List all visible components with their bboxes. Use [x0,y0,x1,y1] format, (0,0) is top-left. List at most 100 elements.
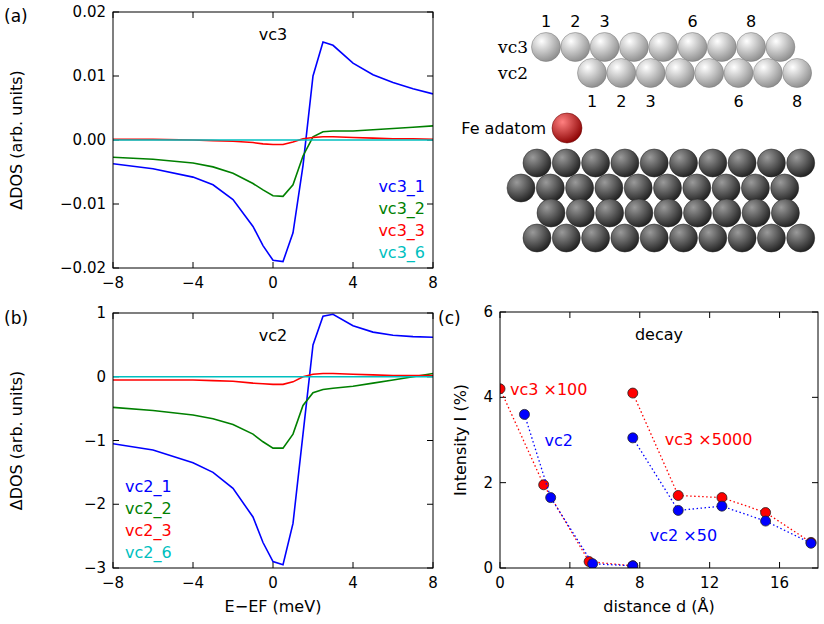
legend-entry: vc3_1 [378,177,425,197]
x-tick-label: −4 [182,274,204,292]
y-axis-title: Intensity I (%) [451,384,470,496]
panel-letter: (b) [4,308,28,328]
site-number: 3 [646,92,656,111]
y-tick [500,397,506,398]
substrate-atom [728,224,756,252]
row-label: vc2 [497,63,528,83]
site-number: 6 [733,92,743,111]
panel-title: decay [635,325,683,344]
vacuum-sphere [561,33,590,62]
x-tick [273,262,274,268]
x-tick [779,312,780,318]
plot-area [113,42,433,262]
point [673,505,683,515]
fe-adatom [552,113,582,143]
series-line [524,414,632,565]
y-tick-label: −2 [84,495,106,513]
legend-entry: vc3_6 [378,243,425,263]
x-tick-label: 12 [700,574,719,592]
vacuum-sphere [636,59,665,88]
panel: 04812160246vc3 ×100vc2vc3 ×5000vc2 ×50de… [438,303,818,616]
legend-entry: vc3_2 [378,199,425,219]
substrate-atom [684,199,712,227]
site-number: 2 [570,12,580,31]
substrate-atom [552,224,580,252]
x-tick [639,312,640,318]
series-line [633,393,811,542]
vacuum-sphere [753,59,782,88]
substrate-atom [654,199,682,227]
x-tick-label: 0 [268,574,278,592]
site-number: 8 [792,92,802,111]
label-patch [508,379,589,400]
series-label: vc2 [544,431,572,450]
substrate-atom [699,224,727,252]
substrate-atom [713,199,741,227]
x-tick [273,313,274,319]
y-axis-title: ΔDOS (arb. units) [7,371,26,511]
substrate-atom [582,224,610,252]
vacuum-sphere [678,33,707,62]
substrate-atom [712,174,740,202]
point [717,501,727,511]
point [806,538,816,548]
vacuum-sphere [665,59,694,88]
x-tick [639,562,640,568]
substrate-atom [757,224,785,252]
y-tick-label: 0.02 [73,3,106,21]
structure-diagram: vc312368vc212368Fe adatom [461,12,814,252]
panel: −8−4048−3−2−101vc2_1vc2_2vc2_3vc2_6vc2(b… [4,304,438,616]
series-line [113,314,433,565]
series-line [113,139,433,141]
x-tick [193,562,194,568]
y-tick [427,204,433,205]
series-line [113,374,433,385]
plot-area [500,384,816,568]
substrate-atom [640,224,668,252]
legend-entry: vc2_2 [125,499,172,519]
y-tick-label: −0.02 [60,259,106,277]
vacuum-sphere [766,33,795,62]
x-tick [353,12,354,18]
x-tick [193,313,194,319]
label-patch [648,525,719,546]
x-tick-label: 4 [565,574,575,592]
x-tick [709,312,710,318]
substrate-atom [670,149,698,177]
substrate-atom [596,199,624,227]
legend-entry: vc2_3 [125,521,172,541]
series-label: vc2 ×50 [650,526,717,545]
substrate-atom [624,174,652,202]
y-tick [427,504,433,505]
vacuum-sphere [707,33,736,62]
y-tick [113,504,119,505]
substrate-atom [670,224,698,252]
y-tick [812,397,818,398]
y-tick [427,440,433,441]
vacuum-sphere [724,59,753,88]
panel-title: vc3 [259,25,287,44]
site-number: 8 [746,12,756,31]
vacuum-sphere [590,33,619,62]
substrate-atom [625,199,653,227]
adatom-label: Fe adatom [461,119,546,138]
vacuum-sphere [737,33,766,62]
y-tick [500,482,506,483]
y-tick [427,76,433,77]
substrate-atom [611,224,639,252]
x-tick-label: 8 [428,574,438,592]
series-label: vc3 ×100 [510,380,587,399]
substrate-atom [537,199,565,227]
point [500,384,505,394]
legend-entry: vc2_1 [125,477,172,497]
vacuum-sphere [532,33,561,62]
figure: −8−4048−0.02−0.010.000.010.02vc3_1vc3_2v… [0,0,824,624]
label-patch [663,429,755,450]
x-tick-label: 4 [348,574,358,592]
y-tick [113,204,119,205]
series-line [113,374,433,449]
x-axis-title: E−EF (meV) [225,597,322,616]
substrate-atom [595,174,623,202]
x-tick [353,262,354,268]
substrate-atom [507,174,535,202]
